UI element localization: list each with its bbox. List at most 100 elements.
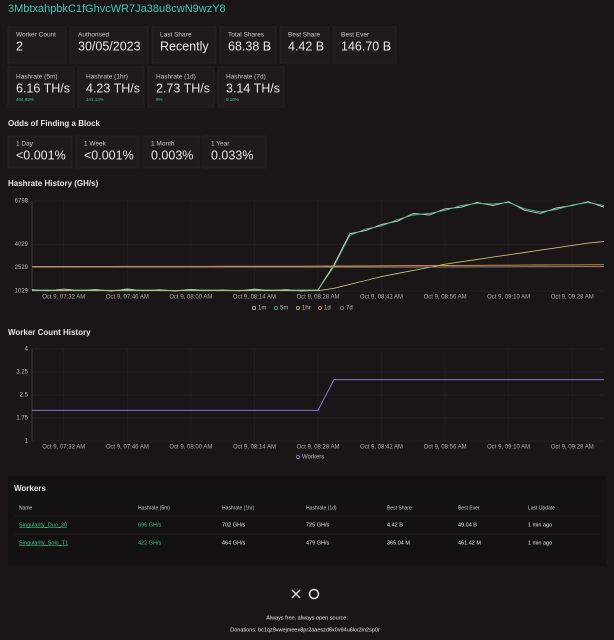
table-cell: 479 GH/s [306, 540, 329, 546]
stat-value: 68.38 B [228, 39, 271, 53]
y-tick-label: 6798 [15, 199, 29, 205]
table-cell: 725 GH/s [306, 522, 329, 528]
card [75, 135, 140, 169]
legend-symbol [317, 305, 322, 310]
y-tick-label: 2.5 [20, 393, 29, 399]
legend-symbol [339, 305, 344, 310]
x-tick-label: Oct 9, 09:10 AM [487, 445, 530, 451]
card [217, 66, 285, 108]
x-tick-label: Oct 9, 08:42 AM [360, 445, 403, 451]
card [219, 26, 277, 64]
card [7, 66, 75, 108]
card [151, 26, 217, 64]
odds-label: 1 Month [151, 141, 175, 148]
table-cell: 696 GH/s [138, 522, 161, 528]
stat-value: 2 [16, 39, 23, 53]
odds-value: <0.001% [16, 148, 66, 162]
card [69, 26, 149, 64]
legend-label: Workers [302, 455, 324, 461]
x-tick-label: Oct 9, 07:32 AM [42, 445, 85, 451]
hashrate-change: 241.13% [86, 97, 104, 102]
hashrate-value: 6.16 TH/s [16, 81, 70, 95]
table-cell: 702 GH/s [222, 522, 245, 528]
stat-value: 4.42 B [288, 39, 324, 53]
legend-symbol [295, 305, 300, 310]
x-tick-label: Oct 9, 08:00 AM [169, 295, 212, 301]
stat-label: Best Ever [341, 32, 370, 39]
table-header: Hashrate (5m) [138, 505, 170, 511]
legend-label: 1hr [302, 306, 311, 312]
x-tick-label: Oct 9, 07:46 AM [106, 295, 149, 301]
card [147, 66, 215, 108]
y-tick-label: 2529 [15, 265, 29, 271]
x-tick-label: Oct 9, 08:28 AM [296, 295, 339, 301]
y-tick-label: 1029 [15, 289, 29, 295]
table-header: Hashrate (1hr) [222, 505, 255, 511]
footer-text: Always free, always open source. [266, 615, 348, 621]
odds-label: 1 Week [84, 141, 107, 148]
x-tick-label: Oct 9, 08:56 AM [424, 445, 467, 451]
series-line [32, 264, 605, 267]
hashrate-change: 0.10% [226, 97, 239, 102]
stat-label: Authorised [78, 32, 109, 39]
hashrate-label: Hashrate (5m) [16, 74, 58, 81]
stat-label: Last Share [160, 32, 192, 39]
workers-panel [8, 476, 606, 566]
x-tick-label: Oct 9, 09:28 AM [551, 295, 594, 301]
github-icon[interactable] [308, 588, 320, 600]
worker-link[interactable]: Singularity_Duo_30 [19, 522, 67, 528]
table-cell: 461.42 M [458, 540, 481, 546]
legend-label: 5m [280, 306, 288, 312]
hashrate-label: Hashrate (1hr) [86, 74, 128, 81]
table-cell: 49.04 B [458, 522, 477, 528]
stat-value: 146.70 B [341, 39, 391, 53]
y-tick-label: 3.25 [16, 370, 28, 376]
stat-value: Recently [160, 39, 209, 53]
x-tick-label: Oct 9, 08:14 AM [233, 445, 276, 451]
table-cell: 1 min ago [528, 522, 552, 528]
card [142, 135, 200, 169]
worker-link[interactable]: Singularity_Solo_T1 [19, 540, 68, 546]
stat-value: 30/05/2023 [78, 39, 141, 53]
series-line [31, 202, 605, 291]
card [7, 26, 67, 64]
series-line [32, 266, 604, 268]
table-cell: 4.42 B [387, 522, 403, 528]
hashrate-value: 4.23 TH/s [86, 81, 140, 95]
odds-value: 0.003% [151, 148, 193, 162]
legend-label: 1m [258, 306, 266, 312]
table-header: Best Share [387, 505, 412, 511]
card [77, 66, 145, 108]
y-tick-label: 4029 [15, 242, 29, 248]
x-tick-label: Oct 9, 08:14 AM [233, 295, 276, 301]
hashrate-label: Hashrate (7d) [226, 74, 266, 81]
stat-label: Best Share [288, 32, 321, 39]
x-tick-label: Oct 9, 08:28 AM [296, 445, 339, 451]
hashrate-change: 9% [156, 97, 163, 102]
legend-symbol [251, 305, 256, 310]
stat-label: Worker Count [16, 32, 56, 39]
odds-value: 0.033% [211, 148, 253, 162]
section-title: Hashrate History (GH/s) [8, 179, 99, 188]
table-cell: 365.04 M [387, 540, 410, 546]
odds-label: 1 Year [211, 141, 230, 148]
card [332, 26, 397, 64]
y-tick-label: 4 [25, 347, 29, 353]
card [279, 26, 330, 64]
table-cell: 1 min ago [528, 540, 552, 546]
table-cell: 464 GH/s [222, 540, 245, 546]
x-tick-label: Oct 9, 07:32 AM [42, 295, 85, 301]
footer-text: Donations: bc1qz9vwejmeex8pr2aaeszd6x0v9… [230, 627, 380, 633]
x-icon[interactable] [291, 589, 301, 599]
x-tick-label: Oct 9, 07:46 AM [106, 445, 149, 451]
legend-label: 7d [346, 306, 353, 312]
odds-label: 1 Day [16, 141, 34, 148]
odds-value: <0.001% [84, 148, 134, 162]
x-tick-label: Oct 9, 08:56 AM [424, 295, 467, 301]
series-line [32, 379, 604, 411]
y-tick-label: 1 [25, 439, 29, 445]
x-tick-label: Oct 9, 09:10 AM [487, 295, 530, 301]
section-title: Odds of Finding a Block [8, 119, 101, 128]
section-title: Worker Count History [8, 328, 91, 337]
